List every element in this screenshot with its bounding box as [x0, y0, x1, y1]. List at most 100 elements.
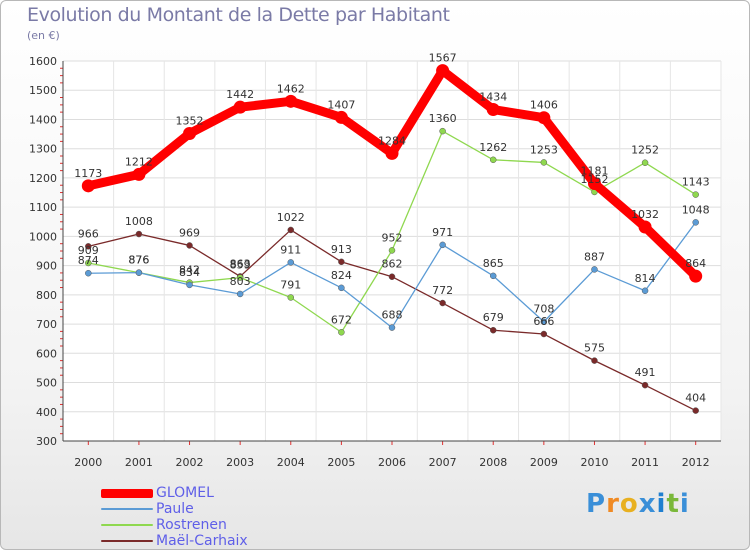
data-point-glomel	[436, 64, 450, 78]
y-tick-label: 300	[36, 435, 57, 448]
legend-label: Rostrenen	[156, 517, 227, 533]
data-point-glomel	[486, 103, 500, 117]
legend-swatch	[101, 540, 153, 542]
logo-letter: i	[656, 489, 667, 519]
x-tick-label: 2000	[74, 456, 102, 469]
y-tick-label: 1400	[29, 113, 57, 126]
data-point-paule	[186, 281, 193, 289]
y-tick-label: 1500	[29, 84, 57, 97]
data-label-ma-l-carhaix: 679	[483, 311, 504, 324]
data-label-paule: 911	[280, 243, 301, 256]
data-label-ma-l-carhaix: 772	[432, 284, 453, 297]
x-tick-label: 2007	[429, 456, 457, 469]
data-label-paule: 803	[230, 275, 251, 288]
data-point-ma-l-carhaix	[489, 326, 497, 334]
data-point-glomel	[638, 220, 652, 234]
x-tick-label: 2011	[631, 456, 659, 469]
x-tick-label: 2006	[378, 456, 406, 469]
data-point-paule	[85, 269, 92, 277]
data-label-glomel: 1032	[631, 208, 659, 221]
x-tick-label: 2009	[530, 456, 558, 469]
data-point-glomel	[385, 146, 399, 160]
legend-swatch	[101, 524, 153, 526]
data-point-ma-l-carhaix	[591, 357, 598, 364]
data-point-glomel	[183, 126, 197, 140]
y-tick-label: 600	[36, 347, 57, 360]
proxiti-logo: Proxiti	[586, 489, 690, 519]
data-point-ma-l-carhaix	[135, 230, 143, 238]
data-label-glomel: 1352	[176, 114, 204, 127]
data-label-rostrenen: 952	[382, 231, 403, 244]
data-point-glomel	[334, 110, 348, 124]
x-tick-label: 2001	[125, 456, 153, 469]
data-label-glomel: 1181	[580, 164, 608, 177]
data-point-rostrenen	[439, 127, 446, 135]
y-tick-label: 1600	[29, 55, 57, 68]
logo-letter: P	[586, 489, 607, 519]
data-point-paule	[641, 287, 649, 295]
data-label-paule: 971	[432, 226, 453, 239]
data-label-ma-l-carhaix: 404	[685, 392, 706, 405]
data-point-glomel	[284, 94, 298, 108]
data-label-rostrenen: 1262	[479, 141, 507, 154]
data-label-paule: 688	[382, 309, 403, 322]
y-tick-label: 1000	[29, 230, 57, 243]
data-point-paule	[692, 219, 699, 226]
y-tick-label: 900	[36, 260, 57, 273]
chart-subtitle: (en €)	[27, 29, 60, 42]
data-label-paule: 876	[128, 254, 149, 267]
data-label-rostrenen: 842	[179, 264, 200, 277]
data-label-ma-l-carhaix: 913	[331, 243, 352, 256]
data-label-glomel: 1212	[125, 155, 153, 168]
data-label-rostrenen: 1143	[682, 176, 710, 189]
data-point-glomel	[537, 111, 551, 125]
data-point-ma-l-carhaix	[338, 258, 345, 266]
data-point-rostrenen	[236, 274, 244, 281]
data-label-rostrenen: 1253	[530, 143, 558, 156]
data-point-rostrenen	[540, 159, 548, 166]
data-label-ma-l-carhaix: 666	[533, 315, 554, 328]
data-label-paule: 824	[331, 269, 352, 282]
legend-item-glomel: GLOMEL	[101, 485, 361, 501]
legend-swatch	[101, 488, 153, 498]
data-label-glomel: 864	[685, 257, 706, 270]
data-label-paule: 814	[635, 272, 656, 285]
data-point-ma-l-carhaix	[540, 330, 548, 338]
data-point-ma-l-carhaix	[186, 242, 193, 249]
data-label-paule: 887	[584, 250, 605, 263]
data-label-ma-l-carhaix: 1022	[277, 211, 305, 224]
legend-swatch	[101, 508, 153, 510]
data-label-rostrenen: 876	[128, 254, 149, 267]
data-point-paule	[287, 259, 295, 266]
data-label-glomel: 1462	[277, 82, 305, 95]
data-label-rostrenen: 791	[280, 278, 301, 291]
x-tick-label: 2005	[327, 456, 355, 469]
data-label-glomel: 1434	[479, 91, 507, 104]
data-point-rostrenen	[641, 159, 649, 166]
logo-letter: i	[679, 489, 690, 519]
data-label-paule: 874	[78, 254, 99, 267]
legend-item-rostrenen: Rostrenen	[101, 517, 361, 533]
legend-label: Paule	[156, 501, 194, 517]
legend-item-paule: Paule	[101, 501, 361, 517]
y-tick-label: 700	[36, 318, 57, 331]
data-label-paule: 865	[483, 257, 504, 270]
data-point-paule	[489, 272, 497, 280]
data-point-ma-l-carhaix	[439, 299, 446, 307]
logo-letter: r	[606, 489, 620, 519]
logo-letter: o	[619, 489, 639, 519]
data-label-ma-l-carhaix: 1008	[125, 215, 153, 228]
data-point-glomel	[233, 100, 247, 114]
data-point-paule	[540, 318, 548, 325]
data-label-glomel: 1407	[327, 98, 355, 111]
data-label-glomel: 1567	[429, 52, 457, 65]
data-label-ma-l-carhaix: 575	[584, 342, 605, 355]
data-label-ma-l-carhaix: 862	[382, 258, 403, 271]
data-label-paule: 834	[179, 266, 200, 279]
data-label-ma-l-carhaix: 491	[635, 366, 656, 379]
data-label-glomel: 1406	[530, 99, 558, 112]
x-tick-label: 2002	[176, 456, 204, 469]
data-label-ma-l-carhaix: 969	[179, 226, 200, 239]
data-point-ma-l-carhaix	[692, 407, 699, 414]
